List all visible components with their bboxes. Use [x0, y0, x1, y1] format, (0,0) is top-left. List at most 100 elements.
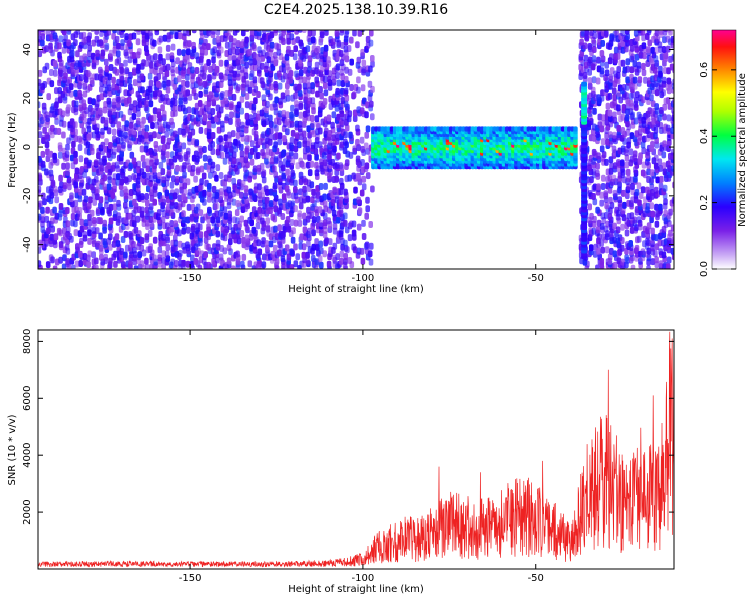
- spectrogram-cell: [347, 234, 353, 242]
- spectrogram-cell: [98, 232, 103, 240]
- spectrogram-cell: [144, 193, 149, 200]
- spectrogram-cell: [255, 152, 261, 159]
- spectrogram-cell: [116, 173, 121, 181]
- spectrogram-cell: [587, 190, 593, 197]
- spectrogram-cell: [630, 182, 635, 190]
- spectrogram-cell: [646, 168, 651, 176]
- spectrogram-cell: [244, 61, 249, 69]
- spectrogram-cell: [604, 211, 609, 219]
- spectrogram-cell: [244, 112, 250, 120]
- spectrogram-cell: [604, 158, 609, 166]
- spectrogram-cell: [44, 62, 50, 70]
- spectrogram-cell: [116, 56, 122, 64]
- spectrogram-cell: [190, 254, 195, 262]
- spectrogram-cell: [277, 132, 283, 140]
- spectrogram-cell: [128, 162, 134, 170]
- spectrogram-cell: [202, 189, 207, 197]
- spectrogram-cell: [94, 175, 99, 183]
- spectrogram-cell: [644, 238, 650, 245]
- spectrogram-cell: [347, 68, 353, 76]
- spectrogram-cell: [247, 260, 253, 268]
- spectrogram-cell: [132, 67, 137, 75]
- spectrogram-cell: [670, 148, 674, 156]
- spectrogram-cell: [302, 226, 308, 234]
- spectrogram-cell: [227, 210, 232, 218]
- spectrogram-cell: [252, 52, 257, 59]
- spectrogram-cell: [63, 72, 68, 80]
- spectrogram-cell: [272, 215, 278, 223]
- spectrogram-cell: [164, 179, 170, 187]
- spectrogram-cell: [104, 65, 110, 73]
- spectrogram-cell: [123, 131, 128, 139]
- spectrogram-cell: [53, 69, 58, 77]
- spectrogram-cell: [661, 89, 666, 97]
- spectrogram-cell: [322, 98, 328, 105]
- spectrogram-cell: [215, 164, 221, 172]
- spectrogram-cell: [157, 246, 163, 254]
- spectrogram-cell: [181, 128, 186, 136]
- spectrogram-cell: [335, 72, 340, 79]
- spectrogram-cell: [318, 240, 323, 248]
- spectrogram-cell: [302, 185, 307, 193]
- spectrogram-cell: [650, 258, 656, 266]
- spectrogram-cell: [63, 34, 68, 42]
- spectrogram-cell: [170, 66, 175, 73]
- spectrogram-cell: [86, 70, 91, 78]
- spectrogram-cell: [98, 196, 104, 204]
- spectrogram-cell: [185, 241, 190, 249]
- spectrogram-cell: [197, 264, 203, 269]
- spectrogram-cell: [620, 237, 625, 244]
- spectrogram-cell: [288, 76, 294, 84]
- spectrogram-cell: [69, 192, 74, 200]
- spectrogram-cell: [104, 58, 109, 66]
- spectrogram-cell: [214, 202, 219, 210]
- spectrogram-cell: [595, 162, 600, 170]
- spectrogram-cell: [240, 180, 246, 187]
- spectrogram-cell: [591, 76, 597, 84]
- spectrogram-cell: [628, 240, 633, 247]
- spectrogram-cell: [152, 39, 157, 47]
- spectrogram-cell: [231, 151, 237, 159]
- spectrogram-cell: [612, 236, 617, 244]
- spectrogram-cell: [128, 189, 134, 196]
- spectrogram-cell: [236, 84, 241, 92]
- spectrogram-cell: [218, 59, 224, 67]
- spectrogram-cell: [625, 58, 631, 66]
- spectrogram-cell: [257, 248, 263, 256]
- spectrogram-cell: [335, 253, 340, 261]
- spectrogram-cell: [123, 230, 129, 238]
- spectrogram-cell: [293, 219, 299, 227]
- spectrogram-cell: [40, 226, 46, 233]
- spectrogram-cell: [116, 212, 121, 220]
- spectrogram-cell: [303, 152, 308, 160]
- spectrogram-cell: [609, 53, 614, 61]
- spectrogram-cell: [293, 260, 299, 268]
- spectrogram-cell: [289, 142, 294, 150]
- spectrogram-cell: [150, 122, 155, 129]
- spectrogram-cell: [599, 50, 605, 57]
- spectrogram-cell: [646, 222, 652, 230]
- spectrogram-cell: [218, 253, 224, 261]
- spectrogram-cell: [52, 206, 57, 214]
- spectrogram-cell: [123, 251, 128, 259]
- spectrogram-cell: [227, 131, 232, 139]
- spectrogram-cell: [56, 128, 62, 135]
- spectrogram-cell: [670, 247, 674, 255]
- spectrogram-cell: [226, 257, 232, 265]
- spectrogram-cell: [136, 63, 141, 71]
- spectrogram-cell: [181, 259, 186, 267]
- spectrogram-cell: [251, 42, 257, 50]
- spectrogram-cell: [106, 79, 111, 87]
- spectrogram-cell: [73, 220, 78, 228]
- spectrogram-cell: [198, 231, 204, 239]
- spectrogram-cell: [129, 151, 135, 159]
- spectrogram-cell: [636, 216, 642, 224]
- spectrogram-cell: [99, 253, 104, 261]
- spectrogram-cell: [658, 65, 663, 73]
- spectrogram-cell: [599, 239, 604, 247]
- spectrogram-cell: [52, 185, 58, 193]
- spectrogram-cell: [98, 217, 103, 225]
- spectrogram-cell: [281, 109, 287, 117]
- spectrogram-cell: [77, 207, 83, 214]
